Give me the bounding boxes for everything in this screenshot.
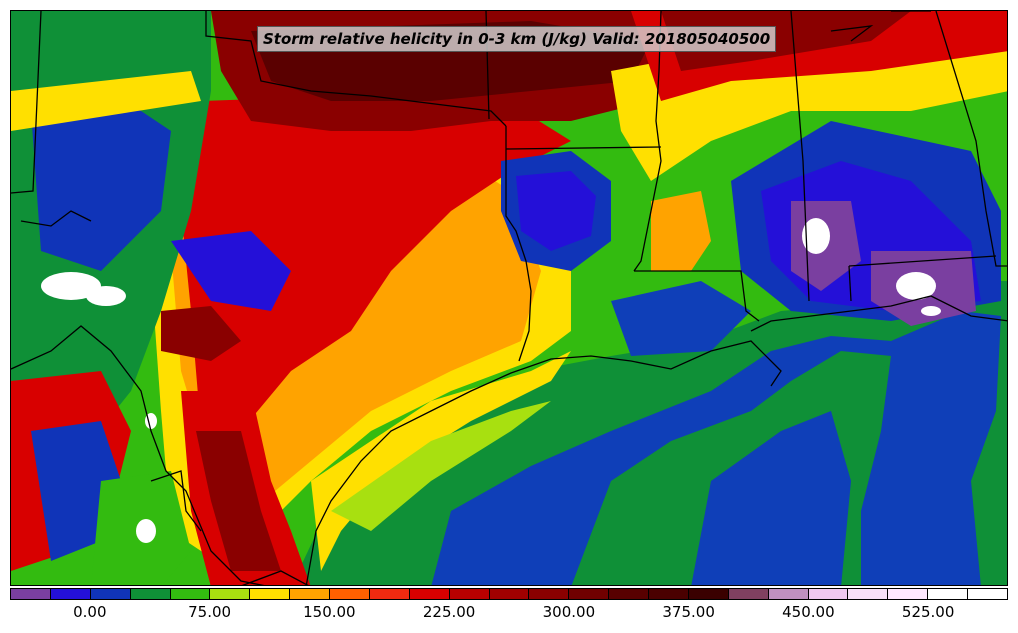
south-texas-darkred	[196, 431, 281, 571]
coastal-lime	[331, 401, 551, 531]
colorbar-swatch	[489, 589, 530, 599]
colorbar-swatch	[170, 589, 211, 599]
colorbar-swatch	[250, 589, 291, 599]
colorbar-swatch	[529, 589, 570, 599]
east-white-3	[921, 306, 941, 316]
colorbar-tick-label: 225.00	[422, 603, 476, 621]
colorbar-tick-label: 375.00	[662, 603, 715, 621]
colorbar-swatch	[409, 589, 450, 599]
colorbar-swatch	[90, 589, 131, 599]
colorbar-tick-label: 0.00	[73, 603, 107, 621]
west-white-3	[136, 519, 156, 543]
colorbar-swatch	[50, 589, 91, 599]
colorbar-swatch	[888, 589, 929, 599]
colorbar-tick-label: 300.00	[542, 603, 596, 621]
la-coast-blue	[611, 281, 751, 356]
colorbar-swatch	[369, 589, 410, 599]
east-white-1	[802, 218, 830, 254]
colorbar-swatch	[808, 589, 849, 599]
colorbar-swatch	[11, 589, 51, 599]
colorbar-swatch	[768, 589, 809, 599]
colorbar-swatch	[968, 589, 1007, 599]
map-title: Storm relative helicity in 0-3 km (J/kg)…	[257, 26, 777, 52]
west-blue-patches	[31, 91, 171, 271]
colorbar-swatch	[688, 589, 729, 599]
central-orange-patch	[651, 191, 711, 271]
colorbar	[10, 588, 1008, 600]
west-white-1	[41, 272, 101, 300]
colorbar-tick-label: 525.00	[901, 603, 955, 621]
colorbar-swatch	[649, 589, 689, 599]
colorbar-swatch	[928, 589, 968, 599]
west-white-2	[86, 286, 126, 306]
colorbar-swatch	[569, 589, 610, 599]
east-white-2	[896, 272, 936, 300]
west-red-patch	[161, 306, 241, 361]
ark-indigo-blob	[516, 171, 596, 251]
colorbar-swatch	[848, 589, 889, 599]
state-borders	[11, 11, 1007, 585]
colorbar-swatch	[609, 589, 649, 599]
helicity-map	[11, 11, 1007, 585]
colorbar-tick-labels: 0.00 75.00 150.00 225.00 300.00 375.00 450.00 5…	[10, 600, 1008, 632]
west-yellow-strip	[11, 71, 201, 131]
colorbar-swatch	[330, 589, 370, 599]
colorbar-swatch	[210, 589, 251, 599]
colorbar-swatch	[728, 589, 769, 599]
colorbar-tick-label: 450.00	[782, 603, 835, 621]
colorbar-tick-label: 75.00	[188, 603, 232, 621]
colorbar-swatch	[449, 589, 490, 599]
colorbar-tick-label: 150.00	[303, 603, 356, 621]
colorbar-swatch	[130, 589, 171, 599]
gulf-east-blue	[691, 411, 851, 585]
coastal-yellow	[311, 351, 571, 571]
map-panel: Storm relative helicity in 0-3 km (J/kg)…	[10, 10, 1008, 586]
west-indigo-patch	[171, 231, 291, 311]
red-band	[181, 91, 571, 491]
colorbar-swatch	[290, 589, 330, 599]
